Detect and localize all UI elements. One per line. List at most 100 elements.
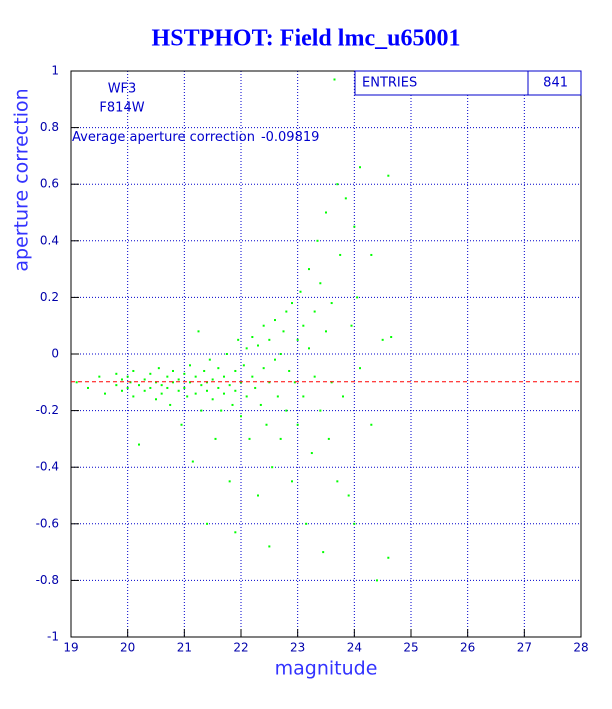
y-tick-label: 1 — [51, 64, 59, 78]
point — [288, 369, 291, 372]
y-tick-label: -0.4 — [36, 460, 59, 474]
point — [387, 556, 390, 559]
y-tick-label: 0 — [51, 347, 59, 361]
point — [390, 336, 393, 339]
point — [75, 381, 78, 384]
point — [98, 375, 101, 378]
point — [279, 437, 282, 440]
point — [177, 378, 180, 381]
y-tick-label: -0.8 — [36, 573, 59, 587]
point — [208, 358, 211, 361]
point — [180, 423, 183, 426]
point — [387, 174, 390, 177]
point — [234, 389, 237, 392]
point — [333, 78, 336, 81]
point — [211, 398, 214, 401]
mean-value: -0.09819 — [261, 130, 319, 145]
point — [285, 310, 288, 313]
point — [257, 344, 259, 347]
point — [138, 443, 140, 446]
point — [279, 353, 282, 355]
point — [319, 409, 322, 412]
point — [194, 392, 197, 395]
point — [344, 197, 347, 200]
point — [186, 395, 189, 398]
point — [248, 437, 251, 440]
x-tick-label: 19 — [63, 641, 78, 655]
point — [166, 386, 169, 389]
point — [271, 466, 274, 469]
point — [359, 166, 361, 169]
point — [149, 386, 152, 389]
point — [220, 409, 223, 412]
y-tick-label: -0.2 — [36, 403, 59, 417]
point — [206, 522, 208, 525]
point — [353, 225, 356, 228]
annotation: F814W — [99, 101, 144, 116]
point — [336, 183, 339, 186]
point — [132, 369, 135, 372]
point — [240, 381, 242, 384]
point — [223, 392, 225, 395]
point — [268, 338, 271, 341]
point — [291, 480, 293, 483]
point — [319, 282, 322, 285]
point — [126, 386, 129, 389]
point — [293, 381, 296, 384]
point — [172, 369, 174, 372]
y-tick-label: -0.6 — [36, 516, 59, 530]
point — [308, 268, 310, 271]
point — [234, 369, 237, 372]
y-tick-label: 0.6 — [40, 177, 59, 191]
y-tick-label: 0.8 — [40, 120, 59, 134]
point — [262, 367, 265, 370]
point — [274, 358, 276, 361]
point — [257, 494, 259, 497]
point — [245, 395, 248, 398]
point — [228, 384, 231, 387]
point — [282, 330, 285, 333]
point — [121, 378, 123, 381]
point — [231, 403, 234, 406]
mean-label: Average aperture correction — [72, 130, 255, 145]
chart-title: HSTPHOT: Field lmc_u65001 — [152, 26, 461, 52]
x-tick-label: 24 — [347, 641, 362, 655]
x-tick-label: 22 — [233, 641, 248, 655]
point — [347, 494, 350, 497]
point — [228, 480, 231, 483]
point — [206, 389, 208, 392]
point — [234, 531, 237, 534]
point — [350, 324, 353, 327]
point — [223, 375, 225, 378]
point — [177, 389, 180, 392]
point — [268, 381, 271, 384]
point — [313, 375, 316, 378]
point — [200, 384, 203, 387]
point — [206, 381, 208, 384]
point — [336, 480, 339, 483]
y-axis-label: aperture correction — [11, 88, 33, 271]
point — [121, 389, 123, 392]
point — [330, 302, 333, 305]
point — [262, 324, 265, 327]
stats-box — [354, 70, 582, 96]
point — [325, 330, 327, 333]
point — [138, 384, 140, 387]
point — [296, 338, 299, 341]
point — [296, 423, 299, 426]
point — [325, 211, 327, 214]
point — [225, 353, 228, 355]
point — [169, 403, 172, 406]
point — [166, 375, 169, 378]
point — [370, 253, 373, 256]
point — [308, 347, 310, 350]
x-tick-label: 28 — [573, 641, 588, 655]
point — [211, 378, 214, 381]
point — [242, 364, 245, 367]
point — [291, 302, 293, 305]
point — [240, 415, 242, 418]
point — [322, 551, 325, 554]
point — [189, 381, 191, 384]
point — [381, 338, 384, 341]
x-tick-label: 25 — [403, 641, 418, 655]
